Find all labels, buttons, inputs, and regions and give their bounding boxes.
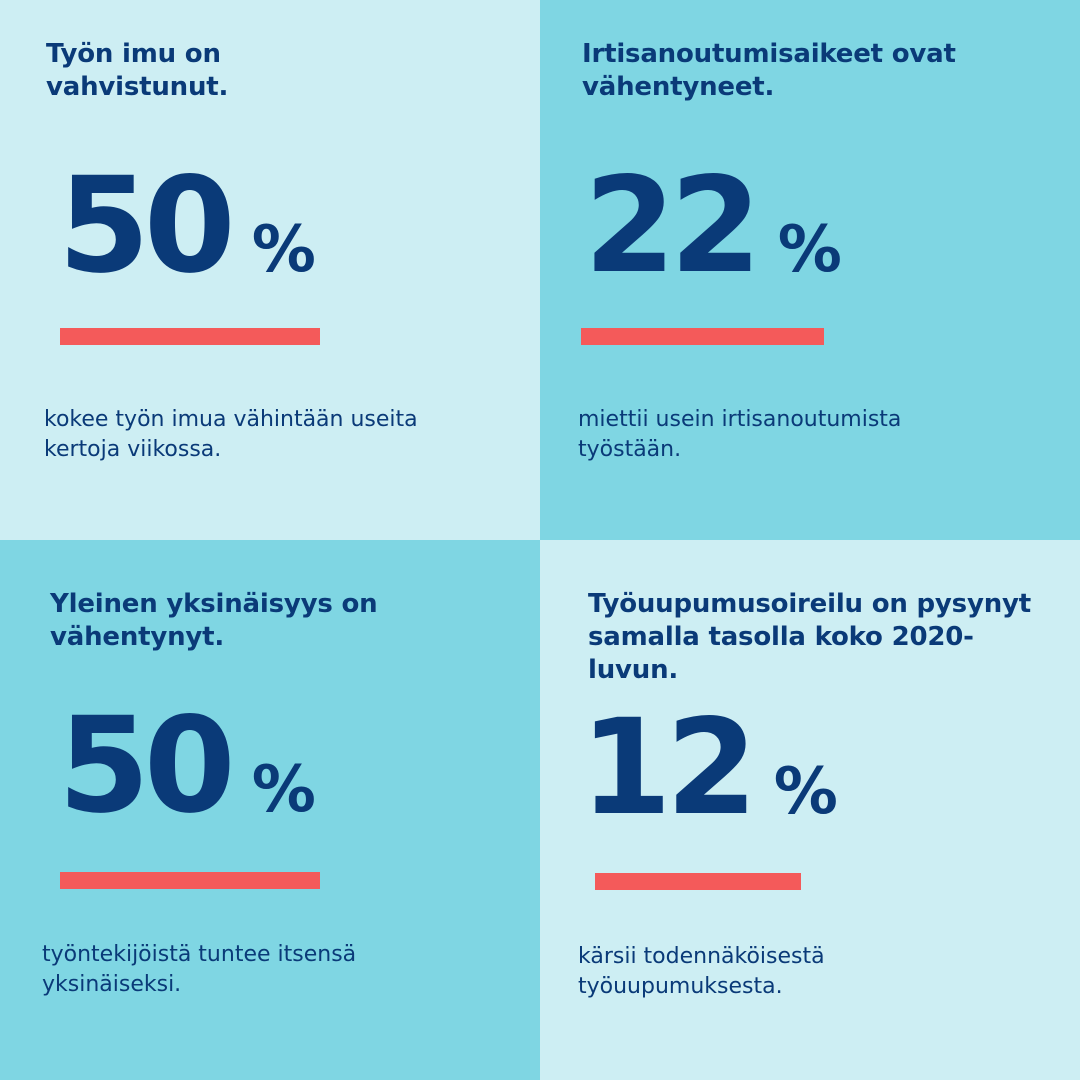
stat-description: kokee työn imua vähintään useita kertoja…	[44, 407, 418, 462]
tile-headline: Työn imu on vahvistunut.	[46, 39, 229, 102]
stat-unit: %	[251, 753, 316, 827]
tile-headline: Yleinen yksinäisyys on vähentynyt.	[50, 589, 378, 652]
stat-tile-burnout: Työuupumusoireilu on pysynyt samalla tas…	[540, 540, 1080, 1080]
stat-tile-resignation-intentions: Irtisanoutumisaikeet ovat vähentyneet. 2…	[540, 0, 1080, 540]
stat-value: 50	[58, 689, 236, 843]
stat-unit: %	[251, 213, 316, 287]
stat-unit: %	[777, 213, 842, 287]
accent-underline	[595, 873, 801, 890]
stat-value: 50	[58, 149, 236, 303]
stat-figure: 50 %	[58, 160, 316, 292]
stat-description: miettii usein irtisanoutumista työstään.	[578, 407, 902, 462]
stat-description: kärsii todennäköisestä työuupumuksesta.	[578, 944, 825, 999]
tile-headline: Irtisanoutumisaikeet ovat vähentyneet.	[582, 39, 956, 102]
stat-value: 22	[584, 149, 762, 303]
stat-figure: 12 %	[580, 702, 838, 834]
stat-tile-work-engagement: Työn imu on vahvistunut. 50 % kokee työn…	[0, 0, 540, 540]
stat-figure: 22 %	[584, 160, 842, 292]
accent-underline	[60, 328, 320, 345]
accent-underline	[581, 328, 824, 345]
stat-description: työntekijöistä tuntee itsensä yksinäisek…	[42, 942, 357, 997]
stat-value: 12	[580, 691, 758, 845]
stat-tile-loneliness: Yleinen yksinäisyys on vähentynyt. 50 % …	[0, 540, 540, 1080]
accent-underline	[60, 872, 320, 889]
stat-figure: 50 %	[58, 700, 316, 832]
stat-unit: %	[773, 755, 838, 829]
tile-headline: Työuupumusoireilu on pysynyt samalla tas…	[588, 589, 1031, 685]
